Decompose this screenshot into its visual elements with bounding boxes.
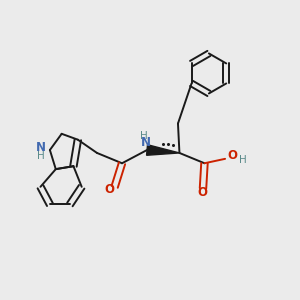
Text: N: N [141,136,151,149]
Text: H: H [37,152,44,161]
Text: N: N [36,141,46,154]
Text: O: O [197,186,207,199]
Polygon shape [147,145,179,155]
Text: H: H [140,131,148,141]
Text: O: O [104,183,114,196]
Text: O: O [227,149,237,162]
Text: H: H [239,155,247,165]
